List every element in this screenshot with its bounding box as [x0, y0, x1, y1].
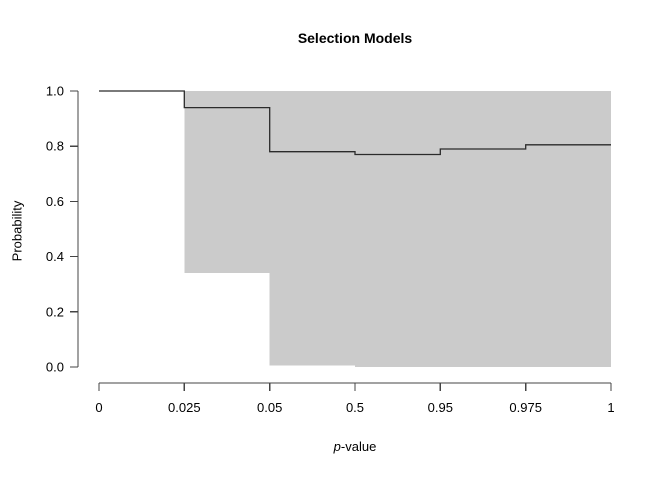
y-tick-label: 0.6	[46, 194, 64, 209]
x-tick-label: 0	[95, 400, 102, 415]
x-tick-label: 0.05	[257, 400, 282, 415]
estimate-step-line	[99, 90, 611, 156]
y-tick-label: 1.0	[46, 84, 64, 99]
y-tick-label: 0.0	[46, 360, 64, 375]
x-axis-title: p-value	[99, 439, 611, 454]
x-tick-label: 0.975	[509, 400, 542, 415]
x-tick-label: 1	[607, 400, 614, 415]
x-axis-title-rest: -value	[340, 439, 377, 454]
chart-title: Selection Models	[297, 30, 413, 46]
y-tick-label: 0.2	[46, 304, 64, 319]
y-axis-title: Probability	[9, 200, 25, 262]
y-tick-label: 0.4	[46, 249, 64, 264]
x-tick-label: 0.025	[168, 400, 201, 415]
x-tick-label: 0.5	[346, 400, 364, 415]
x-axis-title-italic: p	[333, 439, 341, 454]
y-tick-label: 0.8	[46, 139, 64, 154]
confidence-band	[184, 91, 612, 367]
x-tick-label: 0.95	[428, 400, 453, 415]
